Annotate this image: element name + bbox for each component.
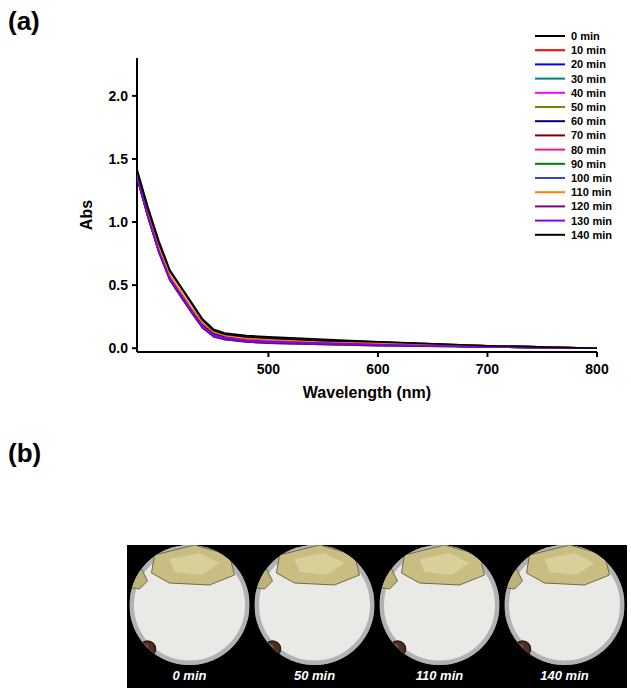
legend-label: 130 min bbox=[571, 215, 612, 227]
y-tick bbox=[132, 347, 137, 349]
legend-label: 90 min bbox=[571, 158, 606, 170]
legend-label: 140 min bbox=[571, 229, 612, 241]
y-axis bbox=[136, 58, 138, 352]
particle bbox=[390, 641, 406, 657]
legend-label: 60 min bbox=[571, 115, 606, 127]
x-tick bbox=[377, 352, 379, 357]
crystal-facet bbox=[420, 553, 470, 575]
photo-caption: 50 min bbox=[294, 668, 335, 683]
crystal-small bbox=[253, 569, 273, 589]
spectrum-line bbox=[137, 175, 597, 348]
legend-swatch bbox=[535, 120, 565, 122]
legend-label: 110 min bbox=[571, 186, 612, 198]
y-tick bbox=[132, 95, 137, 97]
photo-field bbox=[380, 545, 500, 665]
spectrum-line bbox=[137, 174, 597, 348]
x-tick-label: 800 bbox=[585, 361, 609, 377]
legend-label: 0 min bbox=[571, 30, 600, 42]
x-tick-label: 600 bbox=[366, 361, 390, 377]
spectrum-line bbox=[137, 169, 597, 348]
y-axis-title: Abs bbox=[78, 200, 95, 230]
spectrum-line bbox=[137, 175, 597, 348]
legend-label: 120 min bbox=[571, 200, 612, 212]
particle-highlight bbox=[518, 644, 524, 650]
particle-highlight bbox=[268, 644, 274, 650]
micrograph bbox=[253, 545, 375, 665]
legend-swatch bbox=[535, 191, 565, 193]
legend-swatch bbox=[535, 149, 565, 151]
crystal bbox=[527, 545, 610, 585]
panel-label: (a) bbox=[8, 6, 40, 36]
crystal-facet bbox=[170, 553, 220, 575]
legend: 0 min 10 min 20 min 30 min 40 min 50 min 60 mi… bbox=[535, 30, 612, 241]
y-tick bbox=[132, 284, 137, 286]
legend-label: 80 min bbox=[571, 144, 606, 156]
y-tick bbox=[132, 221, 137, 223]
legend-swatch bbox=[535, 163, 565, 165]
particle-highlight bbox=[393, 644, 399, 650]
crystal-small bbox=[503, 569, 523, 589]
micrograph bbox=[378, 545, 500, 665]
legend-swatch bbox=[535, 220, 565, 222]
particle bbox=[140, 641, 156, 657]
photo-caption: 140 min bbox=[540, 668, 588, 683]
crystal-small bbox=[128, 569, 148, 589]
legend-swatch bbox=[535, 63, 565, 65]
particle-highlight bbox=[143, 644, 149, 650]
photo-field bbox=[255, 545, 375, 665]
y-tick bbox=[132, 158, 137, 160]
legend-swatch bbox=[535, 234, 565, 236]
crystal bbox=[277, 545, 360, 585]
legend-swatch bbox=[535, 78, 565, 80]
crystal-facet bbox=[545, 553, 595, 575]
spectrum-line bbox=[137, 172, 597, 349]
spectrum-line bbox=[137, 175, 597, 348]
particle bbox=[515, 641, 531, 657]
photo-strip bbox=[127, 545, 627, 688]
legend-label: 70 min bbox=[571, 129, 606, 141]
legend-label: 40 min bbox=[571, 87, 606, 99]
panel-label: (b) bbox=[8, 438, 41, 468]
plot-lines bbox=[137, 169, 597, 348]
x-tick bbox=[486, 352, 488, 357]
spectrum-line bbox=[137, 175, 597, 348]
x-tick bbox=[267, 352, 269, 357]
spectrum-line bbox=[137, 174, 597, 348]
x-axis bbox=[137, 351, 597, 353]
legend-label: 50 min bbox=[571, 101, 606, 113]
y-tick-label: 1.0 bbox=[109, 214, 129, 230]
crystal bbox=[152, 545, 235, 585]
y-tick-label: 0.5 bbox=[109, 277, 129, 293]
legend-label: 10 min bbox=[571, 44, 606, 56]
legend-swatch bbox=[535, 49, 565, 51]
photo-caption: 110 min bbox=[416, 668, 464, 683]
crystal bbox=[402, 545, 485, 585]
micrograph bbox=[128, 545, 250, 665]
photo-field bbox=[130, 545, 250, 665]
y-tick-label: 0.0 bbox=[109, 340, 129, 356]
x-axis-title: Wavelength (nm) bbox=[303, 384, 431, 401]
legend-label: 20 min bbox=[571, 58, 606, 70]
particle bbox=[265, 641, 281, 657]
legend-swatch bbox=[535, 106, 565, 108]
photo-caption: 0 min bbox=[173, 668, 207, 683]
micrograph bbox=[503, 545, 625, 665]
legend-label: 100 min bbox=[571, 172, 612, 184]
x-tick-label: 700 bbox=[476, 361, 500, 377]
legend-swatch bbox=[535, 92, 565, 94]
y-tick-label: 2.0 bbox=[109, 88, 129, 104]
legend-swatch bbox=[535, 35, 565, 37]
x-tick bbox=[596, 352, 598, 357]
legend-swatch bbox=[535, 205, 565, 207]
figure: (a) (b) 0.0 0.5 1.0 1.5 2.0 500 600 700 800 Wavelen… bbox=[0, 0, 631, 690]
legend-label: 30 min bbox=[571, 73, 606, 85]
crystal-small bbox=[378, 569, 398, 589]
legend-swatch bbox=[535, 177, 565, 179]
photo-field bbox=[505, 545, 625, 665]
legend-swatch bbox=[535, 134, 565, 136]
y-tick-label: 1.5 bbox=[109, 151, 129, 167]
x-tick-label: 500 bbox=[257, 361, 281, 377]
crystal-facet bbox=[295, 553, 345, 575]
